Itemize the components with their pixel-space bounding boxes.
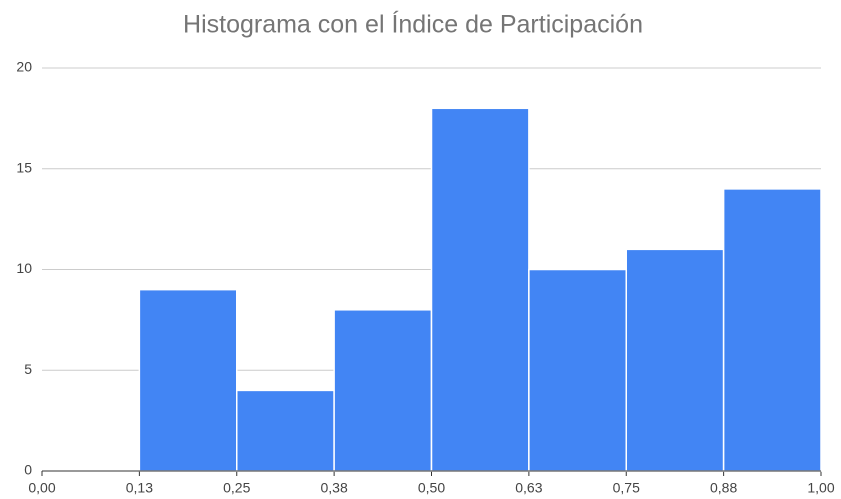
x-tick-label: 0,00 xyxy=(28,480,55,496)
bar xyxy=(333,309,433,472)
x-tick-label: 0,75 xyxy=(613,480,640,496)
chart-title: Histograma con el Índice de Participació… xyxy=(183,10,643,39)
bar xyxy=(138,288,238,472)
bar xyxy=(722,188,822,472)
x-tick-label: 0,88 xyxy=(710,480,737,496)
bar xyxy=(236,389,335,472)
y-tick-label: 5 xyxy=(24,361,32,377)
y-tick-label: 10 xyxy=(16,260,32,276)
bar xyxy=(625,248,725,472)
x-tick-label: 0,38 xyxy=(321,480,348,496)
y-tick-label: 15 xyxy=(16,159,32,175)
x-tick-label: 0,25 xyxy=(223,480,250,496)
bar xyxy=(430,107,530,472)
y-tick-label: 0 xyxy=(24,462,32,478)
bar xyxy=(528,268,627,472)
x-tick-label: 1,00 xyxy=(807,480,834,496)
x-tick-label: 0,13 xyxy=(126,480,153,496)
y-tick-label: 20 xyxy=(16,59,32,75)
x-tick-label: 0,50 xyxy=(418,480,445,496)
x-tick-label: 0,63 xyxy=(515,480,542,496)
